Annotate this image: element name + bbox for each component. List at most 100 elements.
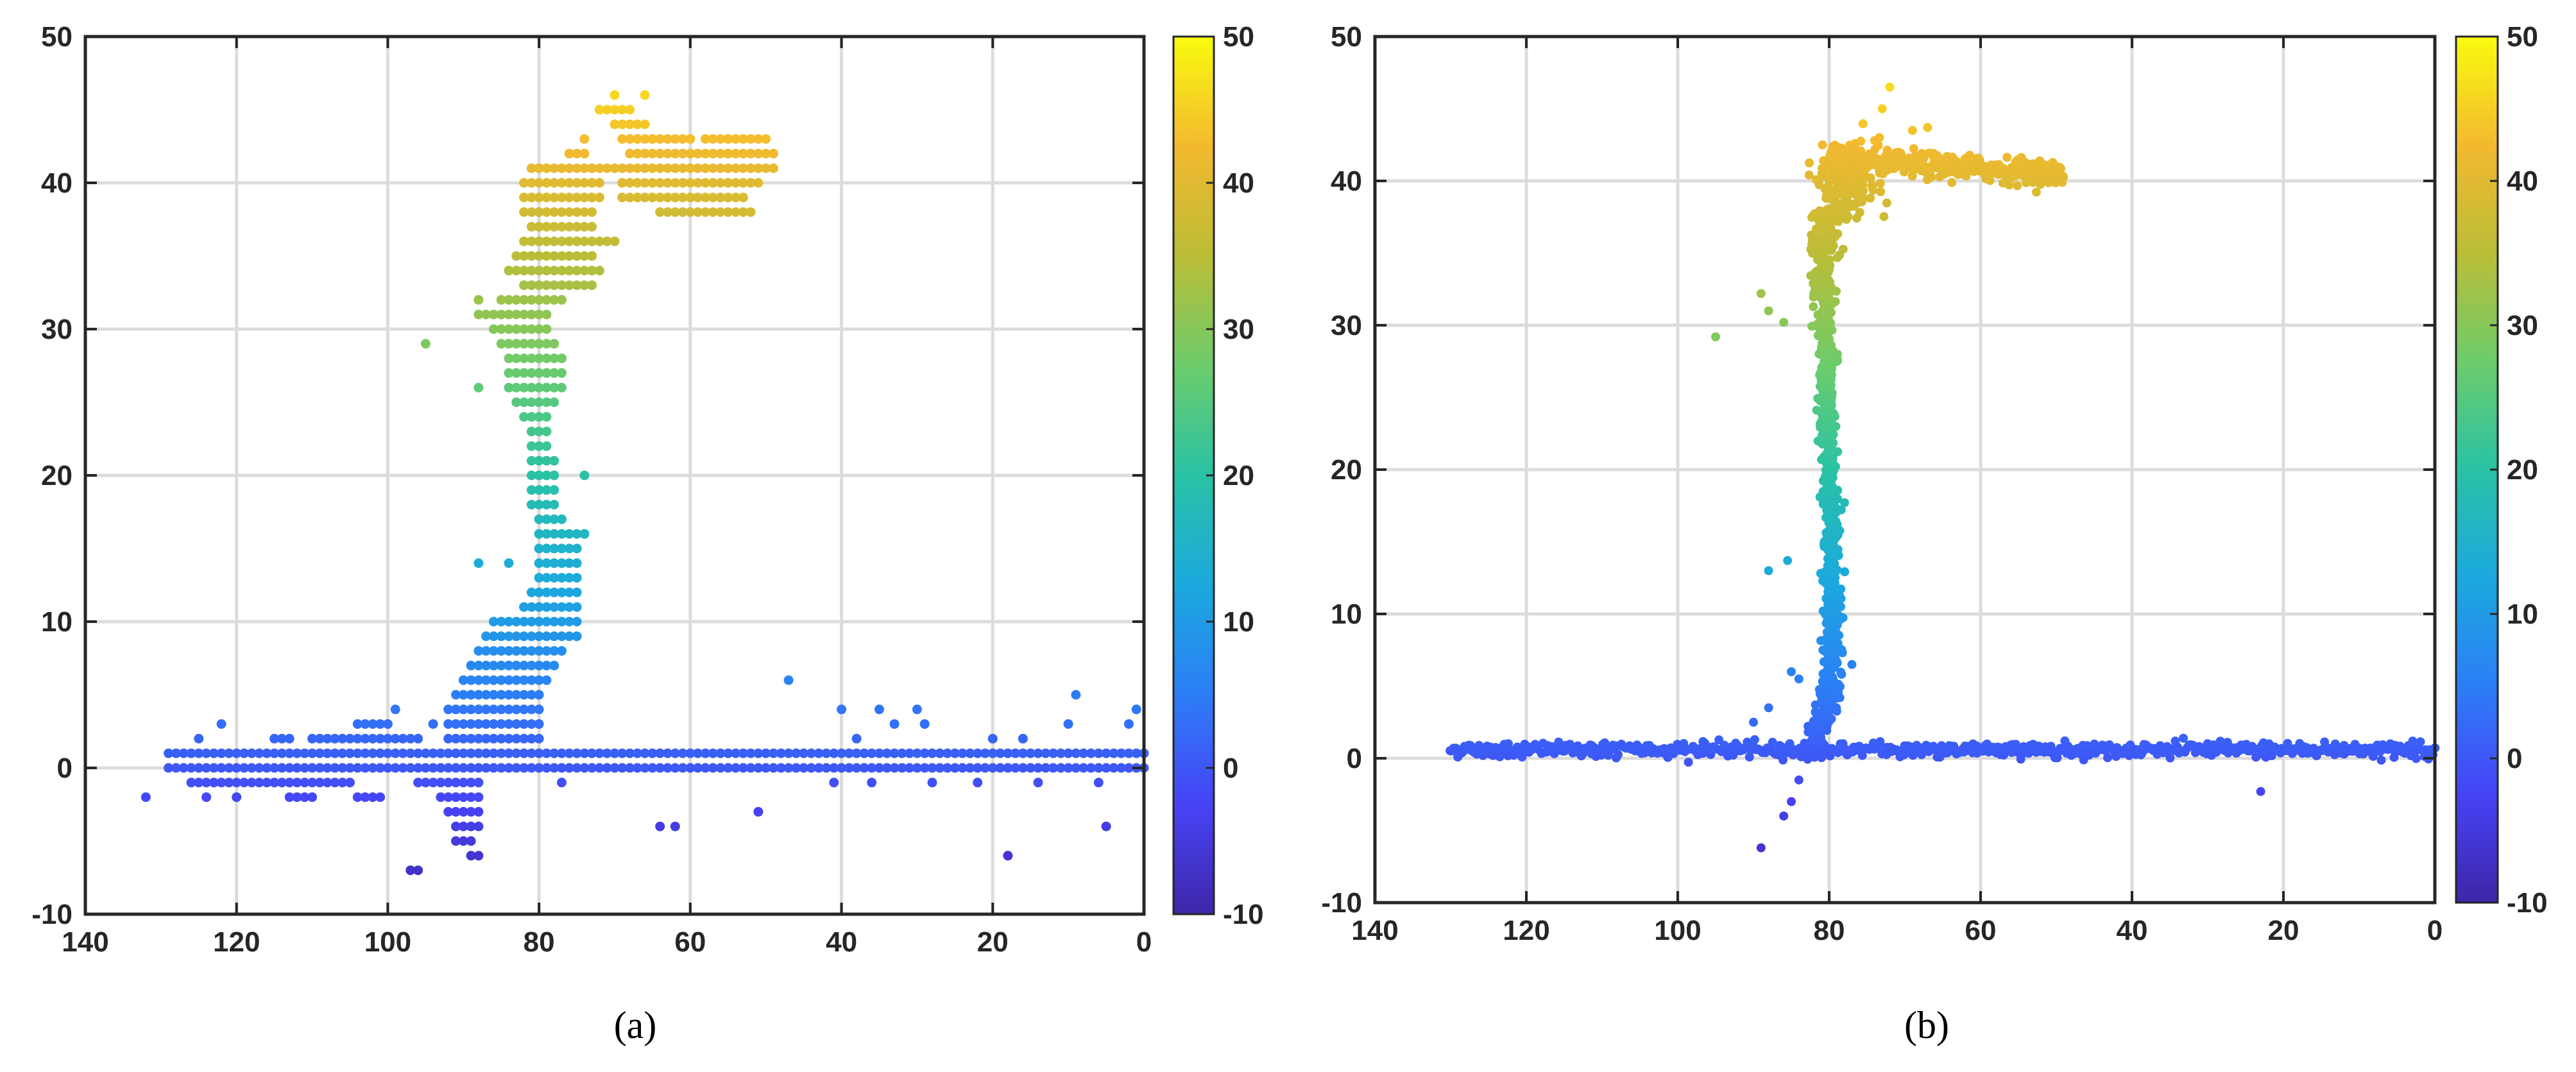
data-point [511, 309, 522, 319]
data-point [300, 763, 310, 773]
data-point [488, 748, 499, 758]
data-point [1093, 748, 1104, 758]
data-point [655, 148, 665, 158]
data-point [542, 529, 552, 539]
data-point [542, 602, 552, 612]
data-point [1829, 142, 1838, 151]
colorbar-tick-label: -10 [1223, 899, 1264, 930]
data-point [557, 163, 567, 173]
data-point [1876, 187, 1886, 196]
data-point [2408, 736, 2418, 746]
xtick-label: 40 [2117, 915, 2148, 946]
data-point [723, 178, 733, 188]
data-point [186, 763, 196, 773]
data-point [496, 704, 506, 715]
data-point [557, 617, 567, 627]
data-point [564, 529, 574, 539]
data-point [1033, 763, 1043, 773]
data-point [579, 251, 590, 261]
data-point [655, 763, 665, 773]
data-point [829, 748, 839, 758]
data-point [216, 763, 226, 773]
data-point [549, 573, 559, 583]
data-point [194, 748, 204, 758]
data-point [473, 763, 484, 773]
data-point [1048, 748, 1059, 758]
data-point [284, 792, 294, 803]
data-point [534, 660, 544, 670]
data-point [557, 353, 567, 364]
data-point [1843, 162, 1852, 172]
data-point [488, 309, 499, 319]
data-point [708, 192, 718, 203]
data-point [700, 134, 710, 144]
data-point [2416, 737, 2425, 747]
data-point [307, 763, 318, 773]
data-point [1836, 667, 1846, 677]
data-point [1756, 289, 1766, 298]
data-point [534, 470, 544, 481]
data-point [678, 192, 688, 203]
data-point [269, 748, 280, 758]
data-point [678, 763, 688, 773]
data-point [481, 704, 491, 715]
data-point [481, 719, 491, 729]
data-point [1832, 214, 1842, 223]
data-point [851, 763, 862, 773]
data-point [572, 617, 582, 627]
data-point [806, 748, 816, 758]
data-point [542, 660, 552, 670]
data-point [542, 617, 552, 627]
data-point [1809, 302, 1818, 311]
data-point [292, 763, 302, 773]
data-point [647, 748, 658, 758]
data-point [549, 470, 559, 481]
data-point [511, 748, 522, 758]
data-point [534, 221, 544, 232]
data-point [209, 763, 219, 773]
data-point [844, 748, 854, 758]
data-point [738, 134, 748, 144]
data-point [496, 646, 506, 656]
data-point [481, 733, 491, 744]
data-point [837, 763, 847, 773]
data-point [504, 294, 514, 305]
data-point [526, 294, 536, 305]
data-point [610, 90, 620, 100]
data-point [557, 221, 567, 232]
data-point [549, 251, 559, 261]
data-point [451, 806, 461, 817]
data-point [511, 690, 522, 700]
data-point [647, 134, 658, 144]
data-point [534, 690, 544, 700]
data-point [617, 192, 627, 203]
data-point [519, 368, 529, 378]
data-point [1787, 797, 1796, 806]
chart-b-points [1446, 82, 2440, 853]
colorbar-tick-label: 10 [2507, 599, 2538, 630]
data-point [436, 792, 446, 803]
data-point [526, 207, 536, 217]
data-point [572, 543, 582, 554]
data-point [867, 763, 877, 773]
data-point [519, 266, 529, 276]
data-point [685, 148, 695, 158]
data-point [1123, 748, 1134, 758]
data-point [1109, 763, 1119, 773]
data-point [761, 148, 771, 158]
data-point [526, 441, 536, 451]
data-point [519, 733, 529, 744]
data-point [360, 733, 370, 744]
data-point [1086, 763, 1096, 773]
data-point [715, 178, 726, 188]
data-point [375, 763, 386, 773]
data-point [526, 353, 536, 364]
data-point [542, 543, 552, 554]
data-point [534, 748, 544, 758]
data-point [1764, 703, 1773, 713]
data-point [382, 763, 393, 773]
data-point [526, 163, 536, 173]
data-point [685, 207, 695, 217]
colorbar-tick-label: 30 [2507, 310, 2538, 341]
data-point [292, 748, 302, 758]
